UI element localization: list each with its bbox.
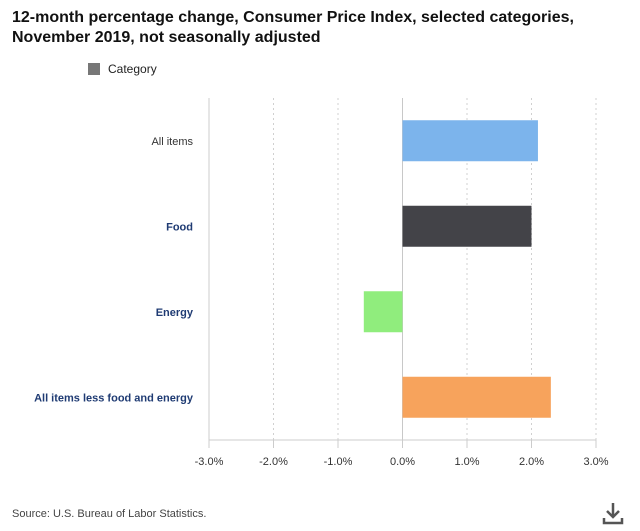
download-icon[interactable] xyxy=(600,500,626,526)
bar xyxy=(402,120,538,162)
bar xyxy=(402,376,551,418)
x-tick-label: -1.0% xyxy=(324,456,353,468)
category-label: Food xyxy=(166,221,193,233)
x-tick-label: -2.0% xyxy=(259,456,288,468)
x-tick-label: -3.0% xyxy=(195,456,224,468)
bar xyxy=(402,205,532,247)
category-label: All items xyxy=(151,136,193,148)
x-tick-label: 0.0% xyxy=(390,456,415,468)
legend[interactable]: Category xyxy=(88,62,157,76)
bar xyxy=(363,291,403,333)
source-note: Source: U.S. Bureau of Labor Statistics. xyxy=(12,508,207,520)
chart-title: 12-month percentage change, Consumer Pri… xyxy=(12,9,574,46)
category-label: Energy xyxy=(156,307,194,319)
legend-swatch xyxy=(88,63,100,75)
x-tick-label: 1.0% xyxy=(454,456,479,468)
x-tick-label: 3.0% xyxy=(583,456,608,468)
legend-label: Category xyxy=(108,62,157,76)
x-tick-label: 2.0% xyxy=(519,456,544,468)
category-label: All items less food and energy xyxy=(34,392,194,404)
